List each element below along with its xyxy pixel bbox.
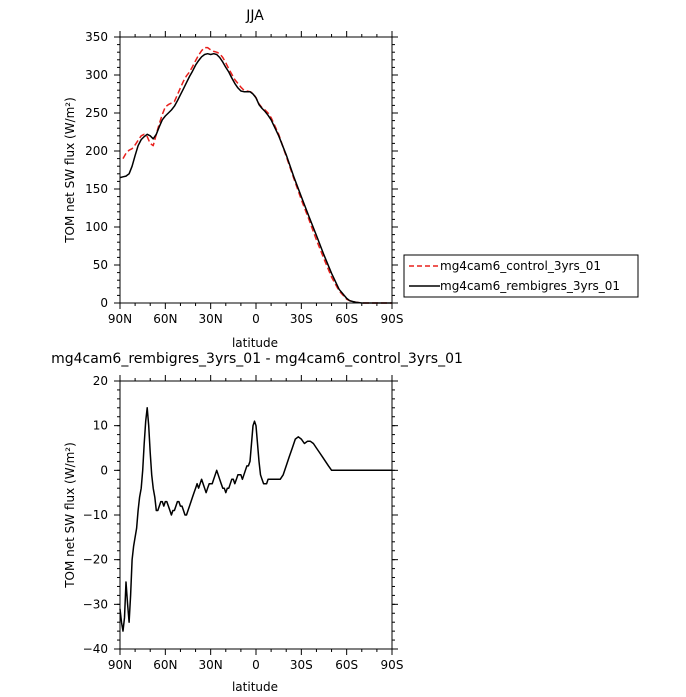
bottom-xtick-label: 60S [335, 658, 358, 672]
bottom-ticks: 90N 60N 30N 0 30S 60S 90S −40 −30 −20 −10 0 10 20 [83, 374, 404, 672]
top-series-line-1 [119, 52, 392, 304]
top-ytick-label: 300 [85, 68, 108, 82]
top-series-line-0 [122, 46, 392, 304]
top-ytick-label: 200 [85, 144, 108, 158]
top-xlabel: latitude [232, 336, 278, 350]
top-ticks: 90N 60N 30N 0 30S 60S 90S 0 50 100 150 200 250 300 350 [85, 30, 403, 326]
bottom-plot-frame [119, 380, 393, 650]
top-xtick-label: 60N [153, 312, 177, 326]
top-ytick-label: 250 [85, 106, 108, 120]
bottom-ytick-label: 20 [93, 374, 108, 388]
top-plot-frame [119, 36, 393, 304]
bottom-ytick-label: −10 [83, 508, 108, 522]
top-xtick-label: 60S [335, 312, 358, 326]
top-xtick-label: 90N [108, 312, 132, 326]
top-series [119, 46, 392, 304]
top-title: JJA [245, 8, 264, 24]
bottom-ylabel: TOM net SW flux (W/m²) [63, 442, 77, 589]
top-ytick-label: 0 [100, 296, 108, 310]
bottom-xtick-label: 90N [108, 658, 132, 672]
bottom-series [119, 407, 392, 632]
legend-label-rembigres: mg4cam6_rembigres_3yrs_01 [440, 279, 620, 293]
bottom-ytick-label: −40 [83, 642, 108, 656]
bottom-series-line-0 [119, 407, 392, 632]
legend-box [403, 254, 639, 298]
bottom-xtick-label: 90S [381, 658, 404, 672]
top-panel: JJA TOM net SW flux (W/m²) latitude 90N 6… [63, 8, 403, 350]
bottom-ytick-label: 10 [93, 419, 108, 433]
bottom-xtick-label: 30S [290, 658, 313, 672]
bottom-ytick-label: −20 [83, 553, 108, 567]
top-xtick-label: 90S [381, 312, 404, 326]
top-ylabel: TOM net SW flux (W/m²) [63, 97, 77, 244]
legend-entry-rembigres: mg4cam6_rembigres_3yrs_01 [409, 279, 620, 293]
top-ytick-label: 350 [85, 30, 108, 44]
top-ytick-label: 150 [85, 182, 108, 196]
bottom-xlabel: latitude [232, 680, 278, 694]
legend: mg4cam6_control_3yrs_01 mg4cam6_rembigre… [403, 254, 639, 298]
bottom-ytick-label: 0 [100, 463, 108, 477]
legend-label-control: mg4cam6_control_3yrs_01 [440, 259, 601, 273]
bottom-title: mg4cam6_rembigres_3yrs_01 - mg4cam6_cont… [51, 351, 463, 367]
bottom-xtick-label: 0 [252, 658, 260, 672]
bottom-ytick-label: −30 [83, 597, 108, 611]
top-ytick-label: 50 [93, 258, 108, 272]
top-xtick-label: 30N [199, 312, 223, 326]
legend-entry-control: mg4cam6_control_3yrs_01 [409, 259, 601, 273]
bottom-panel: mg4cam6_rembigres_3yrs_01 - mg4cam6_cont… [51, 351, 463, 694]
top-ytick-label: 100 [85, 220, 108, 234]
top-xtick-label: 0 [252, 312, 260, 326]
bottom-xtick-label: 60N [153, 658, 177, 672]
top-xtick-label: 30S [290, 312, 313, 326]
bottom-xtick-label: 30N [199, 658, 223, 672]
